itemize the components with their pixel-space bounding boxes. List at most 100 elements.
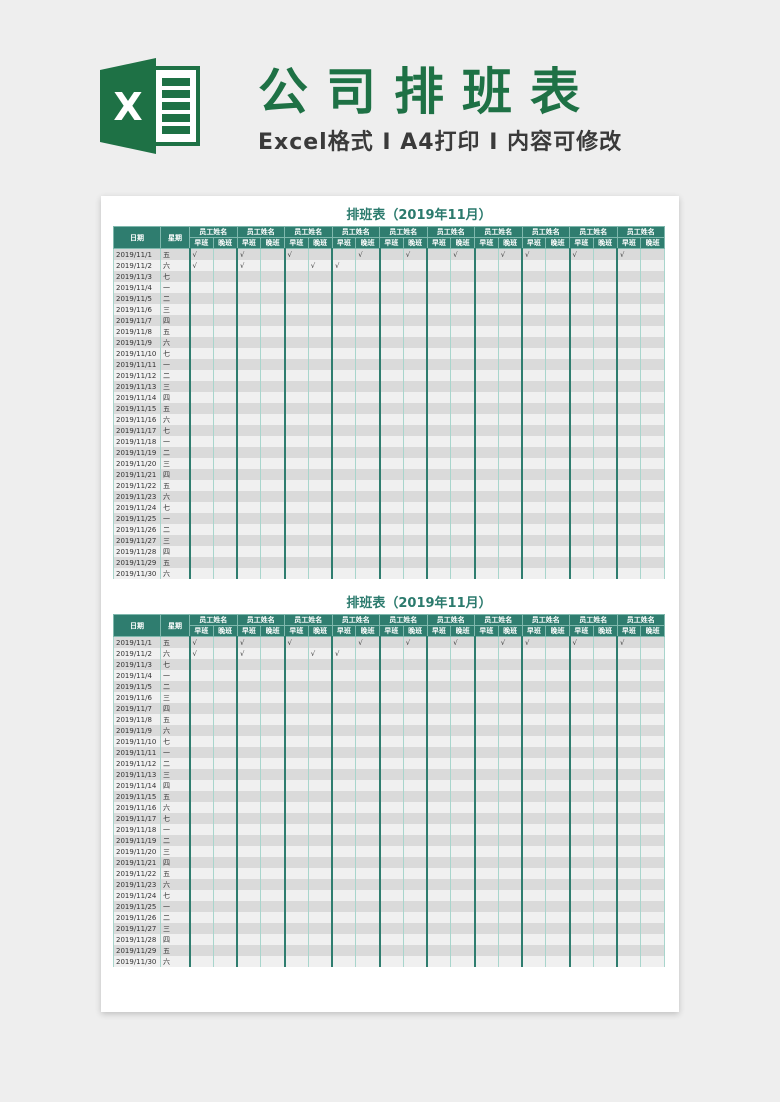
- shift-check-cell[interactable]: [426, 359, 452, 370]
- shift-check-cell[interactable]: [640, 260, 665, 271]
- shift-check-cell[interactable]: [473, 802, 499, 813]
- shift-check-cell[interactable]: [355, 304, 380, 315]
- shift-check-cell[interactable]: [450, 513, 475, 524]
- shift-check-cell[interactable]: [640, 802, 665, 813]
- shift-check-cell[interactable]: [568, 879, 594, 890]
- shift-check-cell[interactable]: [402, 414, 428, 425]
- shift-check-cell[interactable]: [236, 791, 262, 802]
- shift-check-cell[interactable]: [402, 956, 428, 967]
- shift-check-cell[interactable]: [378, 568, 404, 579]
- shift-check-cell[interactable]: [426, 780, 452, 791]
- shift-check-cell[interactable]: [378, 648, 404, 659]
- date-cell[interactable]: 2019/11/6: [113, 304, 161, 315]
- shift-check-cell[interactable]: [521, 692, 547, 703]
- shift-check-cell[interactable]: [616, 703, 642, 714]
- shift-check-cell[interactable]: [283, 271, 309, 282]
- employee-name-header[interactable]: 员工姓名: [284, 614, 333, 626]
- shift-check-cell[interactable]: [592, 458, 618, 469]
- shift-check-cell[interactable]: [426, 769, 452, 780]
- shift-check-cell[interactable]: [568, 791, 594, 802]
- shift-check-cell[interactable]: [473, 945, 499, 956]
- shift-check-cell[interactable]: [283, 480, 309, 491]
- shift-check-cell[interactable]: [545, 315, 570, 326]
- shift-check-cell[interactable]: [450, 546, 475, 557]
- shift-check-cell[interactable]: [236, 725, 262, 736]
- shift-check-cell[interactable]: [450, 780, 475, 791]
- shift-check-cell[interactable]: [426, 813, 452, 824]
- shift-check-cell[interactable]: [188, 692, 214, 703]
- shift-check-cell[interactable]: [568, 524, 594, 535]
- shift-check-cell[interactable]: [378, 769, 404, 780]
- shift-check-cell[interactable]: [331, 670, 357, 681]
- shift-check-cell[interactable]: [640, 491, 665, 502]
- shift-check-cell[interactable]: [640, 370, 665, 381]
- weekday-cell[interactable]: 四: [160, 469, 190, 480]
- shift-check-cell[interactable]: [521, 736, 547, 747]
- shift-check-cell[interactable]: [378, 846, 404, 857]
- shift-check-cell[interactable]: [331, 271, 357, 282]
- shift-check-cell[interactable]: [355, 857, 380, 868]
- shift-check-cell[interactable]: [355, 502, 380, 513]
- shift-check-cell[interactable]: [236, 824, 262, 835]
- shift-check-cell[interactable]: [331, 912, 357, 923]
- shift-check-cell[interactable]: [640, 923, 665, 934]
- shift-check-cell[interactable]: [568, 868, 594, 879]
- shift-check-cell[interactable]: [640, 846, 665, 857]
- shift-check-cell[interactable]: [521, 934, 547, 945]
- shift-check-cell[interactable]: [497, 392, 523, 403]
- employee-name-header[interactable]: 员工姓名: [331, 614, 380, 626]
- shift-check-cell[interactable]: [616, 736, 642, 747]
- shift-check-cell[interactable]: [236, 659, 262, 670]
- shift-check-cell[interactable]: [260, 326, 285, 337]
- employee-name-header[interactable]: 员工姓名: [379, 226, 428, 238]
- shift-check-cell[interactable]: [545, 546, 570, 557]
- shift-check-cell[interactable]: [568, 458, 594, 469]
- shift-check-cell[interactable]: [568, 370, 594, 381]
- shift-check-cell[interactable]: [497, 304, 523, 315]
- shift-check-cell[interactable]: [473, 791, 499, 802]
- date-cell[interactable]: 2019/11/26: [113, 524, 161, 535]
- shift-check-cell[interactable]: [568, 901, 594, 912]
- shift-check-cell[interactable]: [355, 480, 380, 491]
- shift-check-cell[interactable]: [236, 879, 262, 890]
- shift-check-cell[interactable]: [568, 568, 594, 579]
- shift-check-cell[interactable]: [260, 758, 285, 769]
- shift-check-cell[interactable]: [426, 326, 452, 337]
- shift-check-cell[interactable]: [188, 425, 214, 436]
- date-cell[interactable]: 2019/11/16: [113, 802, 161, 813]
- shift-check-cell[interactable]: [188, 436, 214, 447]
- shift-check-cell[interactable]: [402, 359, 428, 370]
- shift-check-cell[interactable]: [592, 447, 618, 458]
- shift-check-cell[interactable]: [473, 436, 499, 447]
- shift-check-cell[interactable]: [355, 359, 380, 370]
- shift-check-cell[interactable]: [592, 260, 618, 271]
- shift-check-cell[interactable]: [592, 636, 618, 648]
- shift-check-cell[interactable]: √: [307, 260, 333, 271]
- shift-check-cell[interactable]: [331, 923, 357, 934]
- weekday-cell[interactable]: 七: [160, 348, 190, 359]
- shift-check-cell[interactable]: [450, 348, 475, 359]
- shift-check-cell[interactable]: [450, 736, 475, 747]
- shift-check-cell[interactable]: [331, 282, 357, 293]
- shift-check-cell[interactable]: [640, 469, 665, 480]
- shift-check-cell[interactable]: [188, 659, 214, 670]
- shift-check-cell[interactable]: [260, 934, 285, 945]
- shift-check-cell[interactable]: [212, 546, 238, 557]
- shift-check-cell[interactable]: [426, 293, 452, 304]
- shift-check-cell[interactable]: [188, 293, 214, 304]
- shift-check-cell[interactable]: [307, 403, 333, 414]
- shift-check-cell[interactable]: [450, 535, 475, 546]
- shift-check-cell[interactable]: [568, 447, 594, 458]
- weekday-cell[interactable]: 六: [160, 414, 190, 425]
- shift-check-cell[interactable]: [283, 491, 309, 502]
- shift-check-cell[interactable]: [236, 337, 262, 348]
- shift-check-cell[interactable]: [592, 758, 618, 769]
- shift-check-cell[interactable]: [402, 912, 428, 923]
- shift-check-cell[interactable]: [545, 359, 570, 370]
- shift-check-cell[interactable]: [592, 747, 618, 758]
- shift-check-cell[interactable]: [616, 480, 642, 491]
- shift-check-cell[interactable]: [355, 780, 380, 791]
- shift-check-cell[interactable]: [426, 703, 452, 714]
- shift-check-cell[interactable]: [640, 535, 665, 546]
- shift-check-cell[interactable]: [497, 315, 523, 326]
